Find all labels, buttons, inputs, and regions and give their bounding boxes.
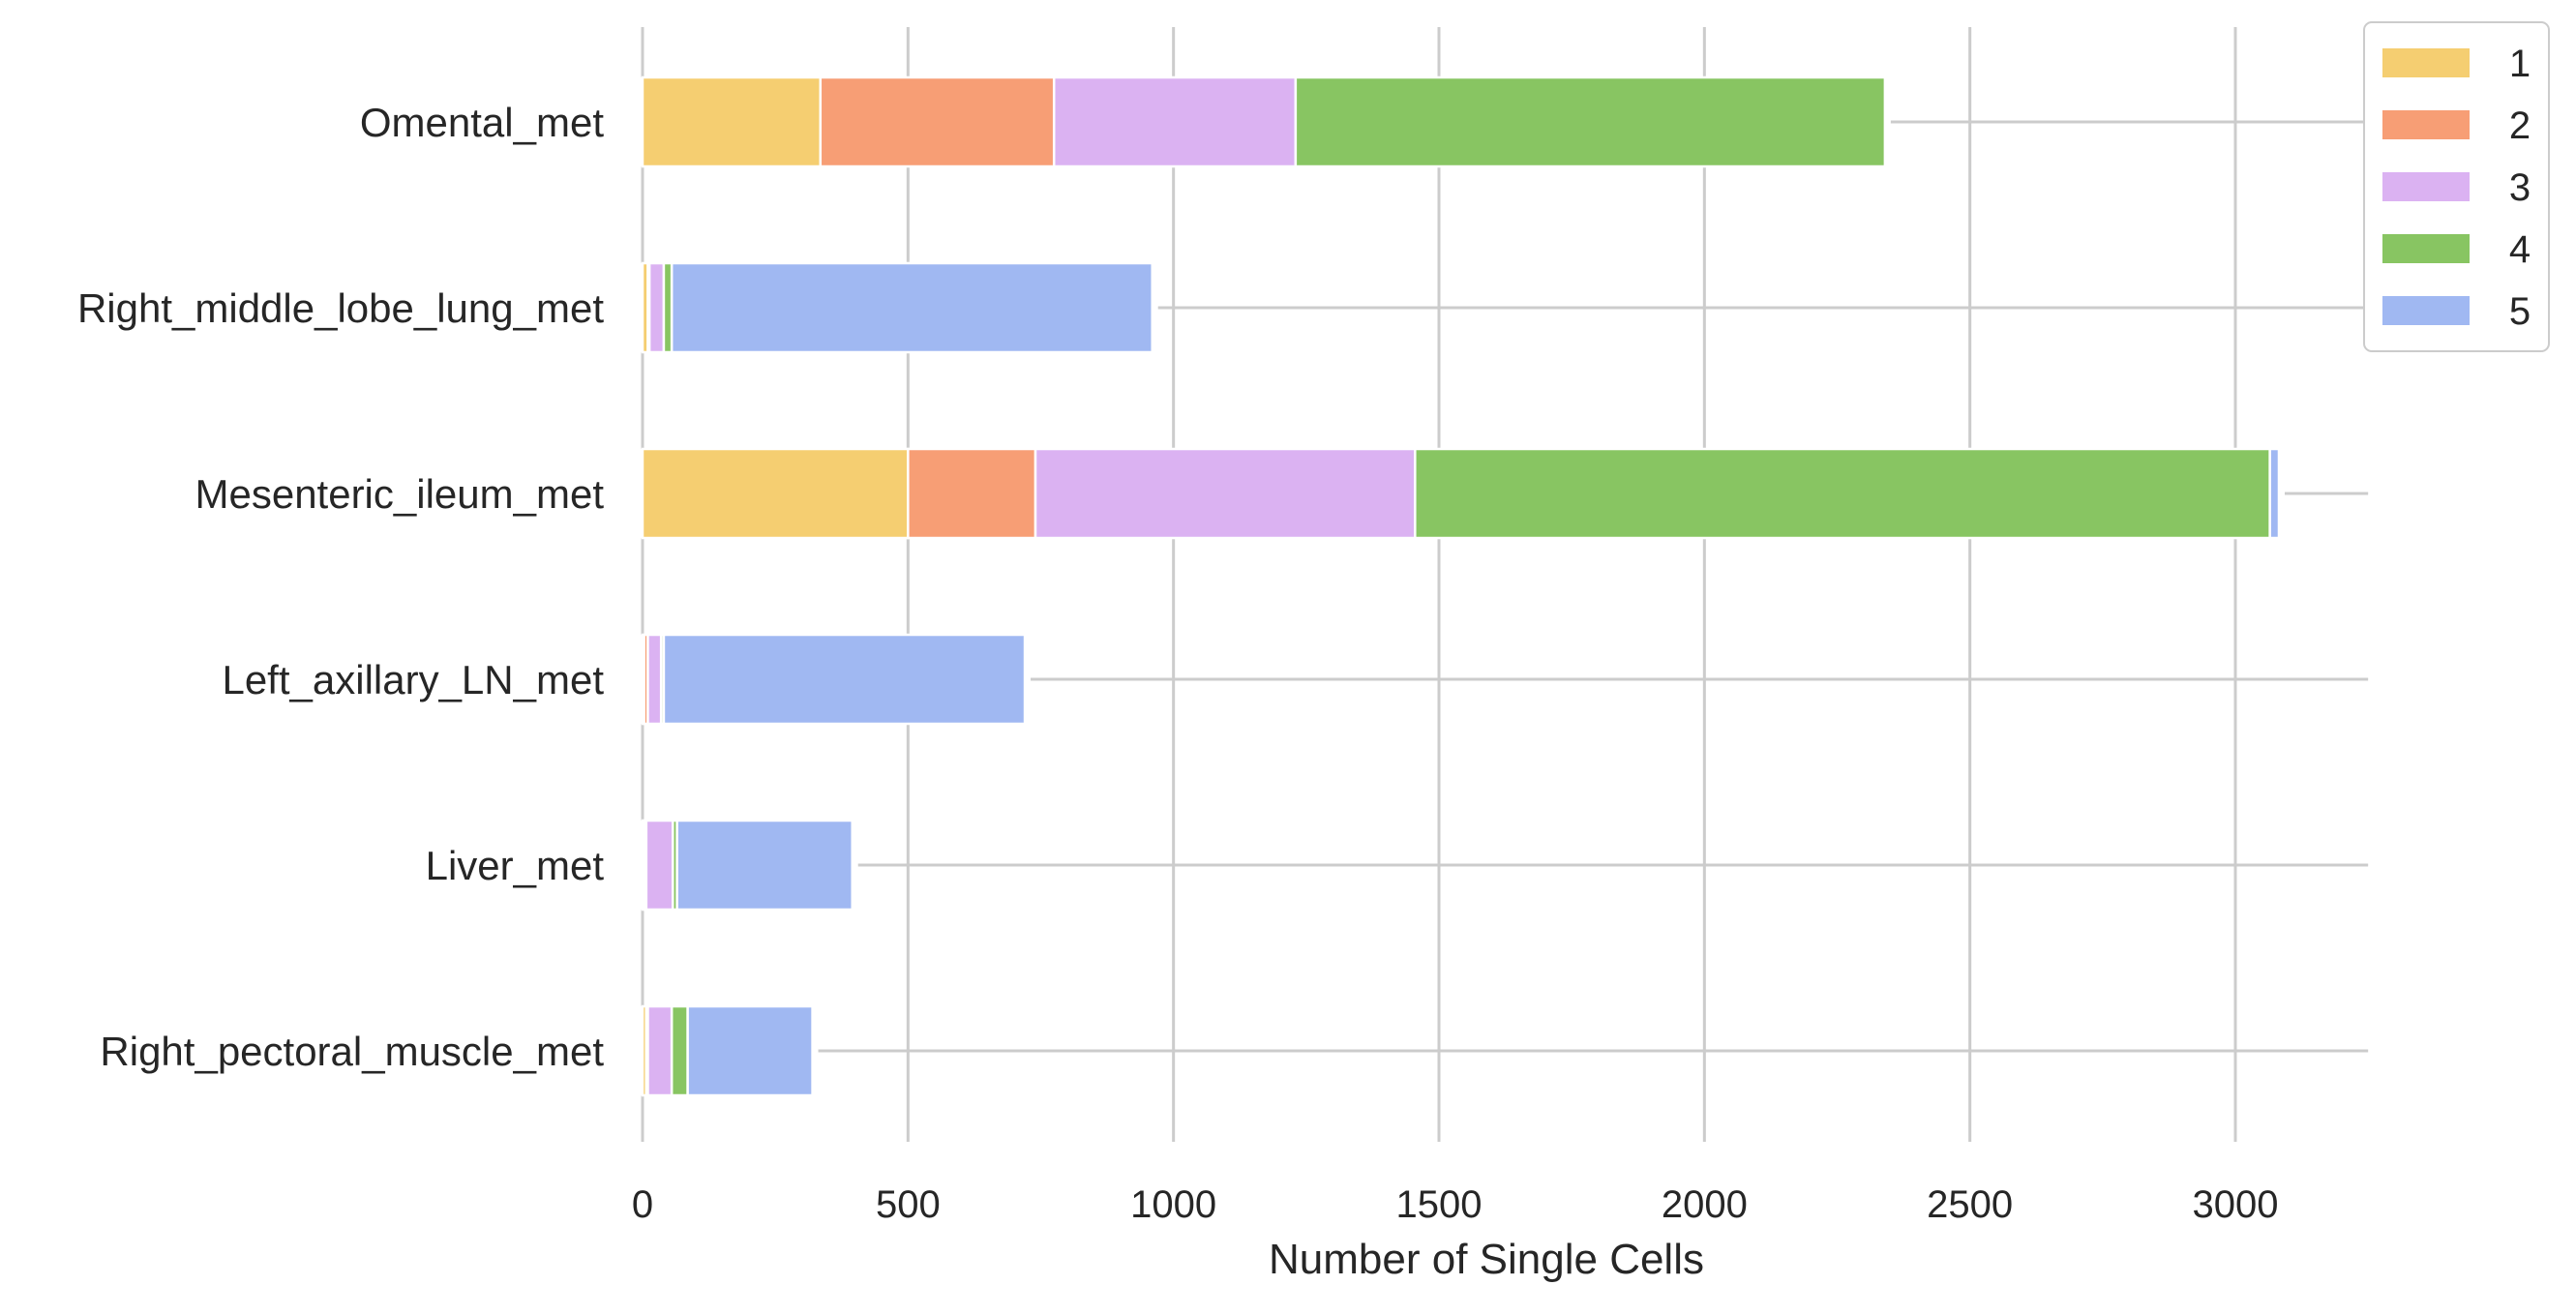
legend-swatch [2382,48,2470,77]
bar-segment [686,1004,814,1097]
bar-segment [670,261,1153,354]
y-tick-label: Mesenteric_ileum_met [195,471,604,517]
bar-segment [1414,447,2271,540]
legend: 1 2 3 4 5 [2363,21,2550,352]
bar-segment [1033,447,1417,540]
bar-segment [646,1004,674,1097]
legend-label: 1 [2509,43,2531,85]
y-tick-label: Right_middle_lobe_lung_met [77,285,604,331]
legend-swatch [2382,172,2470,201]
x-tick-label: 2000 [1662,1183,1748,1226]
y-tick-label: Omental_met [360,100,604,145]
x-axis-label: Number of Single Cells [1269,1236,1704,1283]
y-tick-label: Left_axillary_LN_met [222,657,604,702]
x-tick-label: 500 [876,1183,941,1226]
bar-segment [675,819,854,912]
bar-segment [641,75,823,168]
bar-segment [907,447,1037,540]
bar-segment [641,447,910,540]
legend-label: 2 [2509,105,2531,147]
y-tick-labels: Omental_met Right_middle_lobe_lung_met Mes… [77,100,604,1074]
bar-segment [647,261,666,354]
bar-segment [644,819,674,912]
legend-swatch [2382,296,2470,325]
x-tick-labels: 0 500 1000 1500 2000 2500 3000 [632,1183,2279,1226]
legend-swatch [2382,234,2470,263]
x-tick-label: 0 [632,1183,653,1226]
x-tick-label: 2500 [1927,1183,2013,1226]
bar-segment [1052,75,1298,168]
grid-lines [641,27,2369,1142]
bar-segment [670,1004,689,1097]
bars [639,75,2285,1097]
x-tick-label: 1000 [1130,1183,1216,1226]
bar-segment [1294,75,1887,168]
bar-segment [662,633,1027,726]
x-tick-label: 1500 [1396,1183,1483,1226]
legend-label: 3 [2509,166,2531,209]
legend-swatch [2382,110,2470,139]
y-tick-label: Liver_met [426,843,605,888]
bar-segment [646,633,663,726]
bar-segment [819,75,1056,168]
y-tick-label: Right_pectoral_muscle_met [100,1029,604,1074]
legend-label: 5 [2509,290,2531,333]
legend-label: 4 [2509,228,2531,271]
bar-segment [2268,447,2281,540]
x-tick-label: 3000 [2193,1183,2279,1226]
